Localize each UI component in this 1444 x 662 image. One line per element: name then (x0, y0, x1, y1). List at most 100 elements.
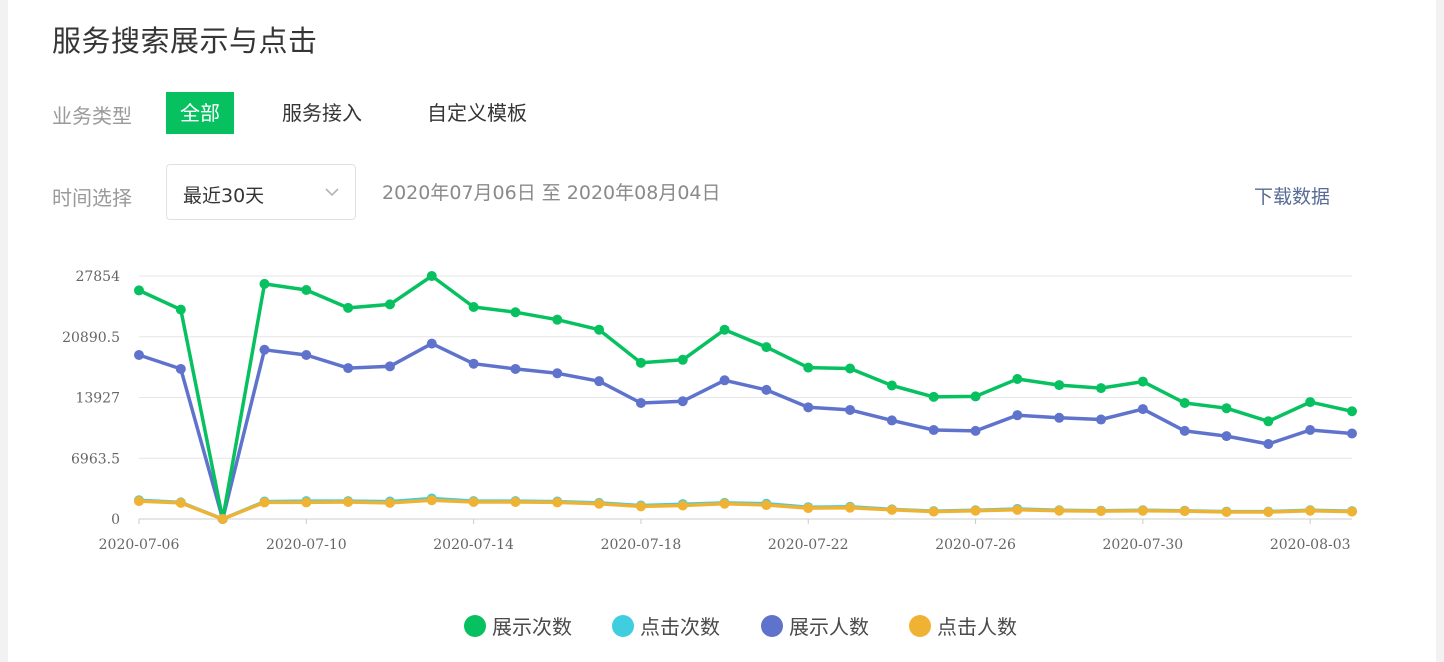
data-point[interactable] (845, 502, 856, 513)
legend-item-series-3[interactable]: 点击人数 (909, 611, 1017, 640)
data-point[interactable] (1096, 383, 1107, 394)
data-point[interactable] (719, 324, 730, 335)
data-point[interactable] (1054, 505, 1065, 516)
data-point[interactable] (1305, 425, 1316, 436)
date-range: 2020年07月06日 至 2020年08月04日 (382, 182, 721, 204)
data-point[interactable] (677, 354, 688, 365)
data-point[interactable] (677, 500, 688, 511)
data-point[interactable] (970, 425, 981, 436)
data-point[interactable] (1305, 397, 1316, 408)
data-point[interactable] (1179, 506, 1190, 517)
data-point[interactable] (301, 284, 312, 295)
data-point[interactable] (1137, 376, 1148, 387)
data-point[interactable] (552, 314, 563, 325)
data-point[interactable] (1012, 373, 1023, 384)
data-point[interactable] (552, 368, 563, 379)
data-point[interactable] (468, 496, 479, 507)
data-point[interactable] (845, 363, 856, 374)
data-point[interactable] (1012, 410, 1023, 421)
data-point[interactable] (1137, 404, 1148, 415)
data-point[interactable] (761, 500, 772, 511)
data-point[interactable] (259, 344, 270, 355)
data-point[interactable] (1347, 506, 1357, 517)
data-point[interactable] (677, 396, 688, 407)
data-point[interactable] (719, 375, 730, 386)
data-point[interactable] (217, 514, 228, 524)
data-point[interactable] (928, 425, 939, 436)
data-point[interactable] (635, 357, 646, 368)
legend-item-series-2[interactable]: 展示人数 (761, 611, 869, 640)
data-point[interactable] (510, 307, 521, 318)
data-point[interactable] (970, 505, 981, 516)
data-point[interactable] (343, 363, 354, 374)
data-point[interactable] (1263, 507, 1274, 518)
data-point[interactable] (384, 361, 395, 372)
data-point[interactable] (301, 497, 312, 508)
data-point[interactable] (259, 497, 270, 508)
data-point[interactable] (175, 497, 186, 508)
time-label: 时间选择 (52, 186, 132, 210)
data-point[interactable] (1054, 412, 1065, 423)
data-point[interactable] (426, 338, 437, 349)
data-point[interactable] (928, 506, 939, 517)
data-point[interactable] (1221, 403, 1232, 414)
data-point[interactable] (468, 302, 479, 313)
data-point[interactable] (1179, 425, 1190, 436)
data-point[interactable] (1347, 406, 1357, 417)
data-point[interactable] (1096, 414, 1107, 425)
data-point[interactable] (1221, 431, 1232, 442)
data-point[interactable] (803, 362, 814, 373)
data-point[interactable] (635, 501, 646, 512)
data-point[interactable] (259, 278, 270, 289)
data-point[interactable] (301, 349, 312, 360)
data-point[interactable] (134, 496, 144, 507)
legend-item-series-1[interactable]: 点击次数 (612, 611, 720, 640)
data-point[interactable] (803, 503, 814, 514)
data-point[interactable] (886, 504, 897, 515)
data-point[interactable] (761, 342, 772, 353)
data-point[interactable] (510, 496, 521, 507)
data-point[interactable] (928, 391, 939, 402)
data-point[interactable] (510, 363, 521, 374)
data-point[interactable] (426, 271, 437, 282)
data-point[interactable] (175, 304, 186, 315)
data-point[interactable] (635, 397, 646, 408)
data-point[interactable] (1012, 504, 1023, 515)
tab-service-access[interactable]: 服务接入 (282, 101, 362, 125)
data-point[interactable] (1137, 505, 1148, 516)
data-point[interactable] (1096, 506, 1107, 517)
data-point[interactable] (761, 384, 772, 395)
data-point[interactable] (1347, 428, 1357, 439)
data-point[interactable] (594, 376, 605, 387)
data-point[interactable] (1263, 416, 1274, 427)
data-point[interactable] (1054, 380, 1065, 391)
data-point[interactable] (1179, 397, 1190, 408)
data-point[interactable] (886, 415, 897, 426)
data-point[interactable] (343, 496, 354, 507)
data-point[interactable] (845, 404, 856, 415)
data-point[interactable] (1305, 505, 1316, 516)
tab-all[interactable]: 全部 (166, 92, 234, 134)
data-point[interactable] (719, 498, 730, 509)
time-select[interactable]: 最近30天 (166, 164, 356, 220)
data-point[interactable] (970, 391, 981, 402)
legend-item-series-0[interactable]: 展示次数 (464, 611, 572, 640)
data-point[interactable] (468, 358, 479, 369)
data-point[interactable] (384, 497, 395, 508)
tab-custom-template[interactable]: 自定义模板 (427, 101, 527, 125)
download-data-link[interactable]: 下载数据 (1254, 186, 1331, 208)
data-point[interactable] (803, 402, 814, 413)
x-tick-label: 2020-08-03 (1270, 537, 1351, 553)
data-point[interactable] (175, 363, 186, 374)
data-point[interactable] (1263, 438, 1274, 449)
data-point[interactable] (134, 285, 144, 296)
data-point[interactable] (594, 324, 605, 335)
data-point[interactable] (1221, 507, 1232, 518)
data-point[interactable] (384, 299, 395, 310)
data-point[interactable] (134, 349, 144, 360)
data-point[interactable] (594, 498, 605, 509)
data-point[interactable] (343, 302, 354, 313)
data-point[interactable] (886, 380, 897, 391)
data-point[interactable] (552, 497, 563, 508)
data-point[interactable] (426, 495, 437, 506)
